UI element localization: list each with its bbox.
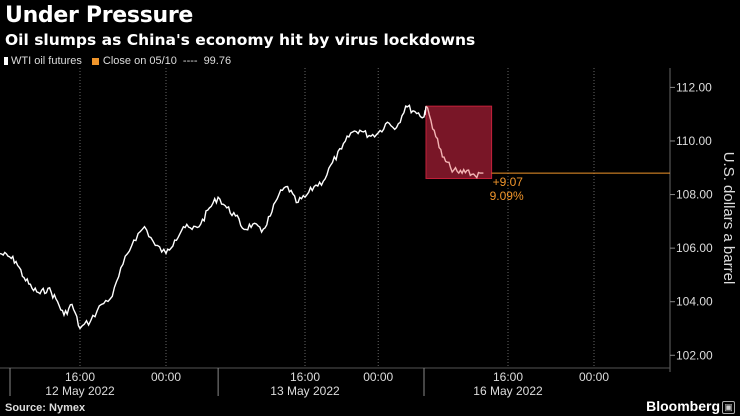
data-point-15 <box>133 240 134 241</box>
y-tick-label-2: 106.00 <box>676 241 713 255</box>
legend-label-wti: WTI oil futures <box>11 55 82 67</box>
data-point-32 <box>287 186 288 187</box>
data-point-36 <box>323 181 324 182</box>
x-tick-label-3: 00:00 <box>363 370 393 384</box>
chart-title: Under Pressure <box>5 3 194 28</box>
y-tick-label-4: 110.00 <box>676 134 712 148</box>
data-point-39 <box>350 132 351 133</box>
data-point-42 <box>378 132 379 133</box>
data-point-25 <box>226 207 227 208</box>
x-tick-label-5: 00:00 <box>579 370 609 384</box>
series-line-wti-drop <box>425 105 484 179</box>
data-point-17 <box>155 245 156 246</box>
data-point-48 <box>425 106 426 107</box>
data-point-54 <box>475 175 476 176</box>
data-point-4 <box>31 288 32 289</box>
data-point-49 <box>434 130 435 131</box>
data-point-20 <box>183 226 184 227</box>
data-point-3 <box>23 277 24 278</box>
data-point-28 <box>252 223 253 224</box>
change-pct-label: 9.09% <box>490 189 524 203</box>
day-label-2: 16 May 2022 <box>473 384 543 398</box>
change-highlight-box <box>425 105 493 179</box>
x-tick-label-4: 16:00 <box>493 370 523 384</box>
data-point-14 <box>122 264 123 265</box>
chart-subtitle: Oil slumps as China's economy hit by vir… <box>5 31 476 49</box>
data-point-43 <box>387 122 388 123</box>
data-point-37 <box>332 162 333 163</box>
data-point-13 <box>112 296 113 297</box>
data-point-27 <box>244 229 245 230</box>
legend-swatch-wti <box>4 57 8 65</box>
data-point-5 <box>39 293 40 294</box>
data-point-50 <box>442 156 443 157</box>
data-point-12 <box>101 304 102 305</box>
legend: WTI oil futures Close on 05/10 ---- 99.7… <box>4 55 231 67</box>
y-tick-label-3: 108.00 <box>676 188 713 202</box>
data-point-21 <box>192 229 193 230</box>
data-point-7 <box>55 298 56 299</box>
data-point-33 <box>296 202 297 203</box>
data-point-24 <box>218 197 219 198</box>
x-tick-label-1: 00:00 <box>151 370 181 384</box>
data-point-6 <box>47 288 48 289</box>
data-point-34 <box>304 197 305 198</box>
data-point-8 <box>63 315 64 316</box>
data-point-46 <box>414 111 415 112</box>
y-tick-label-0: 102.00 <box>676 348 713 362</box>
data-point-40 <box>359 130 360 131</box>
source-note: Source: Nymex <box>5 402 86 414</box>
bloomberg-icon: ▣ <box>722 401 735 414</box>
data-point-31 <box>278 194 279 195</box>
data-point-51 <box>450 167 451 168</box>
data-point-10 <box>79 328 80 329</box>
data-point-52 <box>458 173 459 174</box>
data-point-22 <box>200 223 201 224</box>
data-point-41 <box>369 135 370 136</box>
data-point-23 <box>209 207 210 208</box>
data-point-30 <box>270 215 271 216</box>
legend-label-close: Close on 05/10 <box>102 55 177 67</box>
data-point-26 <box>235 215 236 216</box>
data-point-55 <box>483 173 484 174</box>
y-axis-label: U.S. dollars a barrel <box>720 152 737 285</box>
bloomberg-logo: Bloomberg <box>646 398 720 414</box>
legend-close-value: 99.76 <box>203 55 232 67</box>
data-point-47 <box>423 116 424 117</box>
data-point-38 <box>341 148 342 149</box>
data-point-1 <box>7 256 8 257</box>
x-tick-label-0: 16:00 <box>65 370 95 384</box>
data-point-19 <box>174 240 175 241</box>
data-point-35 <box>314 186 315 187</box>
y-tick-label-1: 104.00 <box>676 295 713 309</box>
data-point-29 <box>261 232 262 233</box>
y-tick-label-5: 112.00 <box>676 80 712 94</box>
legend-close-dashes: ---- <box>182 55 198 67</box>
data-point-53 <box>466 170 467 171</box>
change-value-label: +9.07 <box>493 175 524 189</box>
data-point-9 <box>71 304 72 305</box>
data-point-11 <box>90 320 91 321</box>
legend-swatch-close <box>91 57 99 65</box>
data-point-44 <box>396 127 397 128</box>
data-point-16 <box>144 226 145 227</box>
data-point-2 <box>15 261 16 262</box>
series-line-wti <box>0 104 427 330</box>
data-point-45 <box>405 106 406 107</box>
day-label-0: 12 May 2022 <box>45 384 115 398</box>
x-tick-label-2: 16:00 <box>290 370 320 384</box>
data-point-18 <box>165 253 166 254</box>
day-label-1: 13 May 2022 <box>270 384 340 398</box>
